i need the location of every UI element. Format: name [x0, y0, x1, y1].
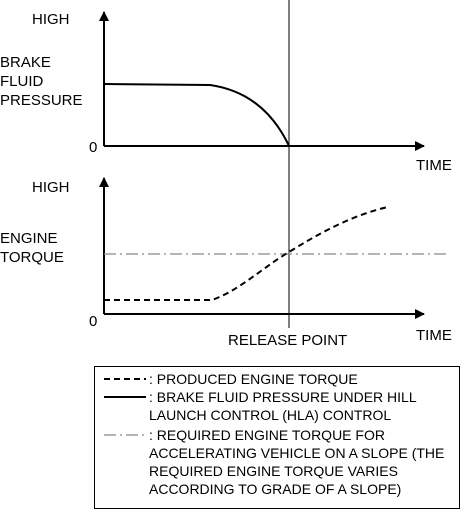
upper-panel: HIGH BRAKE FLUID PRESSURE 0 TIME: [0, 11, 452, 174]
lower-y-high-label: HIGH: [32, 179, 70, 196]
lower-panel: HIGH ENGINE TORQUE 0 TIME RELEASE POINT: [0, 177, 452, 349]
upper-y-axis-label-line-2: FLUID: [0, 73, 44, 90]
legend-item-brake-fluid-pressure: : BRAKE FLUID PRESSURE UNDER HILL LAUNCH…: [95, 388, 449, 424]
legend: : PRODUCED ENGINE TORQUE : BRAKE FLUID P…: [94, 366, 460, 509]
dash-dot-line-swatch: [104, 434, 146, 436]
produced-engine-torque-curve: [104, 206, 389, 301]
legend-item-required-engine-torque: : REQUIRED ENGINE TORQUE FOR ACCELERATIN…: [95, 426, 449, 498]
lower-x-axis-label: TIME: [416, 327, 452, 344]
lower-y-axis-label-line-2: TORQUE: [0, 249, 64, 266]
legend-item-label: : REQUIRED ENGINE TORQUE FOR ACCELERATIN…: [149, 427, 445, 497]
brake-fluid-pressure-curve: [103, 83, 290, 147]
lower-y-axis-label-line-1: ENGINE: [0, 230, 58, 247]
legend-item-produced-engine-torque: : PRODUCED ENGINE TORQUE: [95, 370, 449, 388]
upper-x-axis-label: TIME: [416, 157, 452, 174]
solid-line-swatch: [104, 396, 146, 398]
lower-y-zero-label: 0: [89, 313, 97, 330]
legend-item-label: : PRODUCED ENGINE TORQUE: [149, 371, 358, 387]
legend-item-label: : BRAKE FLUID PRESSURE UNDER HILL LAUNCH…: [149, 389, 417, 423]
release-point-label: RELEASE POINT: [228, 332, 347, 349]
upper-y-axis-label-line-3: PRESSURE: [0, 92, 83, 109]
upper-y-high-label: HIGH: [32, 11, 70, 28]
upper-y-axis-label-line-1: BRAKE: [0, 54, 51, 71]
dashed-line-swatch: [104, 378, 146, 380]
upper-y-zero-label: 0: [89, 139, 97, 156]
